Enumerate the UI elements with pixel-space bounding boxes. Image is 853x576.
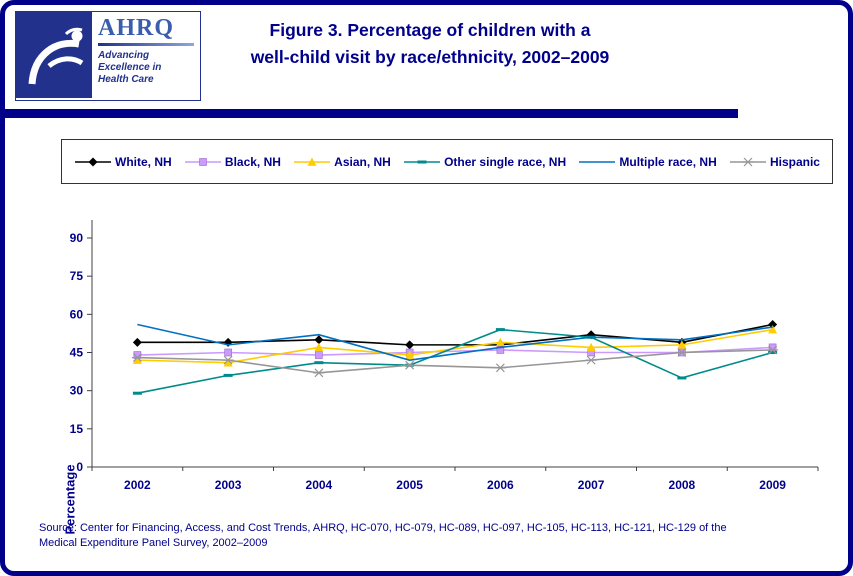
legend-label: Multiple race, NH — [619, 154, 717, 169]
ahrq-logo: AHRQ Advancing Excellence in Health Care — [15, 11, 201, 101]
legend-label: Asian, NH — [334, 154, 391, 169]
y-tick-label: 60 — [70, 307, 84, 321]
chart-legend: White, NH Black, NH Asian, NH Other single … — [61, 139, 833, 184]
series-hispanic — [131, 345, 779, 378]
legend-item-multiple-race-nh: Multiple race, NH — [578, 154, 717, 169]
x-tick-label: 2005 — [396, 478, 423, 492]
x-tick-label: 2008 — [669, 478, 696, 492]
legend-item-asian-nh: Asian, NH — [293, 155, 391, 169]
chart-area: Percentage 0 15 30 45 60 75 90 2002 2003 2004 2005… — [45, 205, 835, 535]
legend-item-other-single-race-nh: Other single race, NH — [403, 155, 566, 169]
legend-label: Other single race, NH — [444, 154, 567, 169]
header-divider-bar — [5, 109, 738, 118]
figure-title-line2: well-child visit by race/ethnicity, 2002… — [250, 47, 610, 68]
legend-item-white-nh: White, NH — [74, 155, 172, 169]
ahrq-tagline-line3: Health Care — [98, 74, 154, 85]
legend-marker-multiple-race-nh — [579, 160, 616, 163]
legend-item-black-nh: Black, NH — [184, 155, 281, 169]
legend-marker-asian-nh — [294, 157, 331, 166]
y-tick-label: 30 — [70, 384, 84, 398]
y-tick-label: 90 — [70, 231, 84, 245]
well-child-visit-line-chart: 0 15 30 45 60 75 90 2002 2003 2004 2005 2006 2007 200… — [70, 220, 819, 492]
ahrq-logotype: AHRQ Advancing Excellence in Health Care — [92, 12, 200, 100]
ahrq-tagline-line2: Excellence in — [98, 62, 162, 73]
figure-title-line1: Figure 3. Percentage of children with a — [269, 20, 591, 40]
legend-item-hispanic: Hispanic — [729, 155, 820, 169]
ahrq-acronym: AHRQ — [98, 15, 174, 41]
x-tick-label: 2009 — [759, 478, 786, 492]
source-note-line1: Source: Center for Financing, Access, an… — [39, 522, 727, 534]
y-tick-label: 75 — [70, 269, 84, 283]
x-tick-label: 2007 — [578, 478, 605, 492]
legend-label: Hispanic — [769, 154, 820, 169]
x-tick-label: 2004 — [306, 478, 333, 492]
source-note-line2: Medical Expenditure Panel Survey, 2002–2… — [39, 537, 268, 550]
legend-marker-other-single-race-nh — [404, 160, 441, 163]
x-tick-label: 2003 — [215, 478, 242, 492]
legend-marker-hispanic — [729, 157, 766, 166]
y-tick-label: 45 — [70, 346, 84, 360]
y-tick-label: 0 — [76, 460, 83, 474]
x-tick-label: 2002 — [124, 478, 151, 492]
source-note: Source: Center for Financing, Access, an… — [39, 521, 829, 552]
y-tick-label: 15 — [70, 422, 84, 436]
x-tick-label: 2006 — [487, 478, 514, 492]
chart-axes: 0 15 30 45 60 75 90 2002 2003 2004 2005 2006 2007 200… — [70, 220, 819, 492]
logo-divider — [98, 43, 194, 46]
ahrq-tagline-line1: Advancing — [98, 50, 150, 61]
series-multiple-race-nh — [137, 323, 773, 361]
legend-label: White, NH — [115, 154, 172, 169]
legend-marker-white-nh — [75, 157, 111, 166]
figure-title: Figure 3. Percentage of children with a … — [155, 17, 705, 71]
legend-label: Black, NH — [224, 154, 281, 169]
series-asian-nh — [132, 325, 778, 367]
legend-marker-black-nh — [184, 157, 221, 166]
hhs-seal-icon — [16, 12, 92, 98]
